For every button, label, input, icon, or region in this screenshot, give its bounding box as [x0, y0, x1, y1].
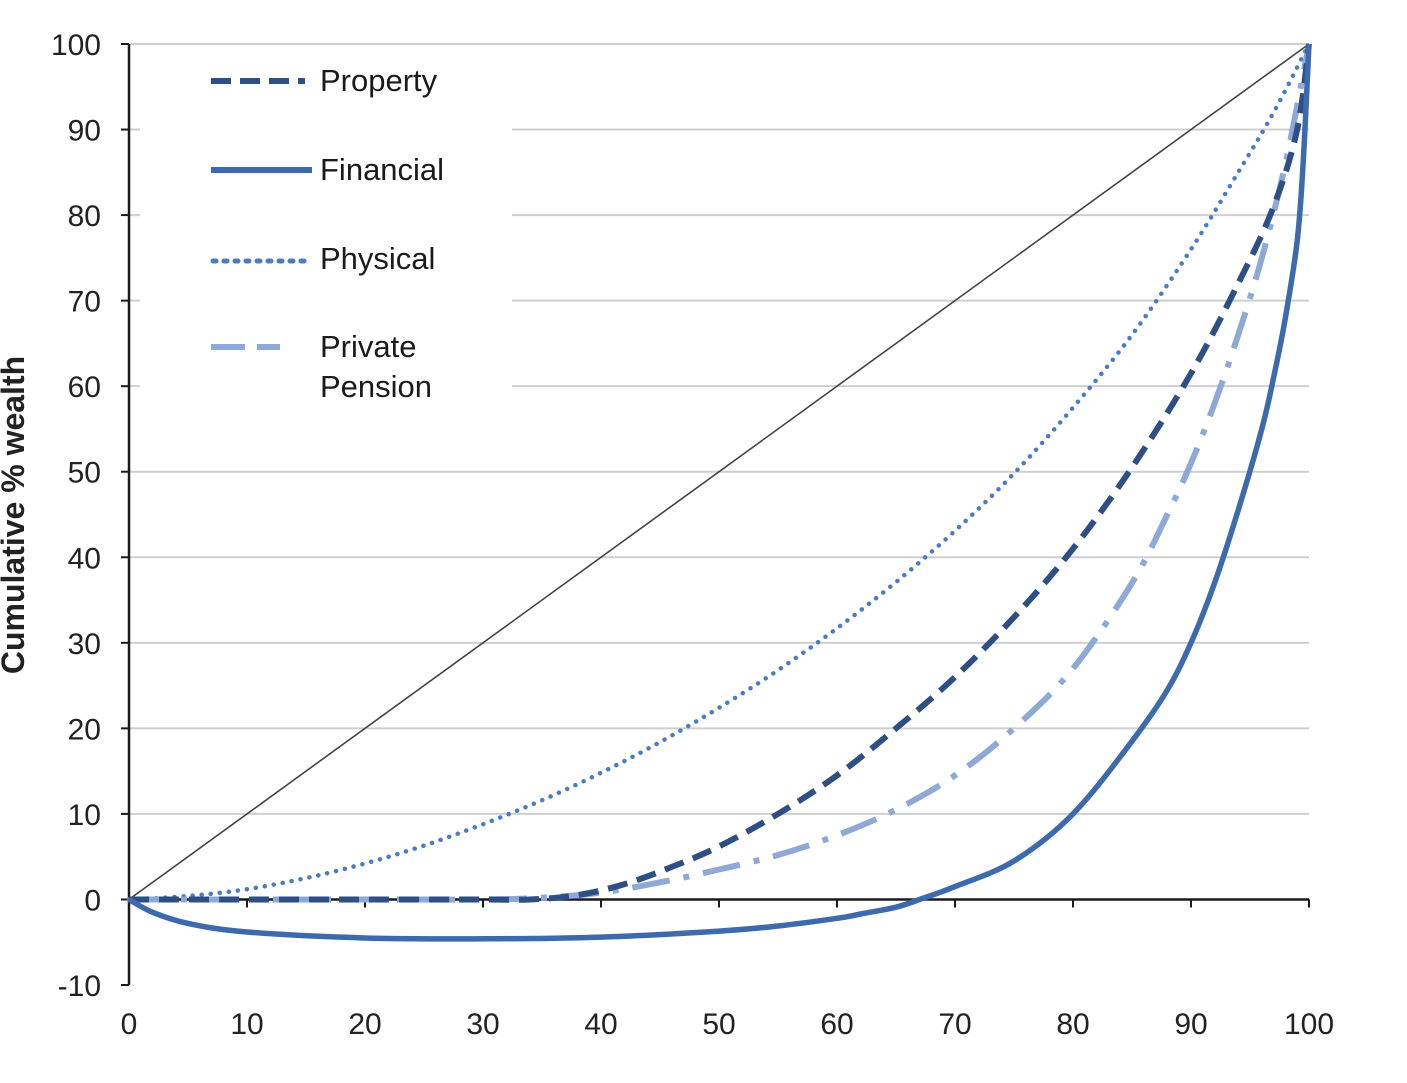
legend: Property Financial Physical Private Pens… [210, 63, 444, 404]
y-tick-label-40: 40 [68, 542, 101, 575]
legend-label-financial: Financial [320, 152, 444, 187]
x-tick-label-80: 80 [1056, 1008, 1089, 1041]
series-line-property [128, 43, 1312, 903]
series-line-private-pension [128, 43, 1312, 903]
x-tick-labels: 0 10 20 30 40 50 60 70 80 90 100 [121, 1008, 1334, 1041]
y-tick-labels: -10 0 10 20 30 40 50 60 70 80 90 100 [51, 29, 101, 1003]
y-tick-label-100: 100 [51, 29, 101, 62]
x-tick-label-100: 100 [1284, 1008, 1334, 1041]
y-tick-label--10: -10 [58, 970, 101, 1003]
x-tick-label-90: 90 [1174, 1008, 1207, 1041]
x-tick-label-10: 10 [230, 1008, 263, 1041]
x-tick-label-40: 40 [584, 1008, 617, 1041]
y-tick-label-70: 70 [68, 286, 101, 319]
legend-label-pension-line2: Pension [320, 369, 432, 404]
x-tick-label-60: 60 [820, 1008, 853, 1041]
y-tick-label-90: 90 [68, 115, 101, 148]
y-tick-label-0: 0 [84, 884, 101, 917]
y-tick-label-50: 50 [68, 457, 101, 490]
x-tick-label-30: 30 [466, 1008, 499, 1041]
y-tick-label-80: 80 [68, 200, 101, 233]
x-tick-label-20: 20 [348, 1008, 381, 1041]
y-axis-label: Cumulative % wealth [0, 356, 31, 674]
x-tick-label-0: 0 [121, 1008, 138, 1041]
series-lines [126, 41, 1312, 942]
equality-line [128, 43, 1310, 901]
legend-label-property: Property [320, 63, 438, 98]
y-tick-label-60: 60 [68, 371, 101, 404]
legend-background [140, 48, 512, 420]
series-line-financial [127, 43, 1312, 942]
x-tick-label-50: 50 [702, 1008, 735, 1041]
y-tick-label-10: 10 [68, 799, 101, 832]
y-tick-label-30: 30 [68, 628, 101, 661]
legend-label-physical: Physical [320, 241, 435, 276]
legend-label-pension-line1: Private [320, 329, 416, 364]
x-tick-label-70: 70 [938, 1008, 971, 1041]
y-tick-label-20: 20 [68, 713, 101, 746]
